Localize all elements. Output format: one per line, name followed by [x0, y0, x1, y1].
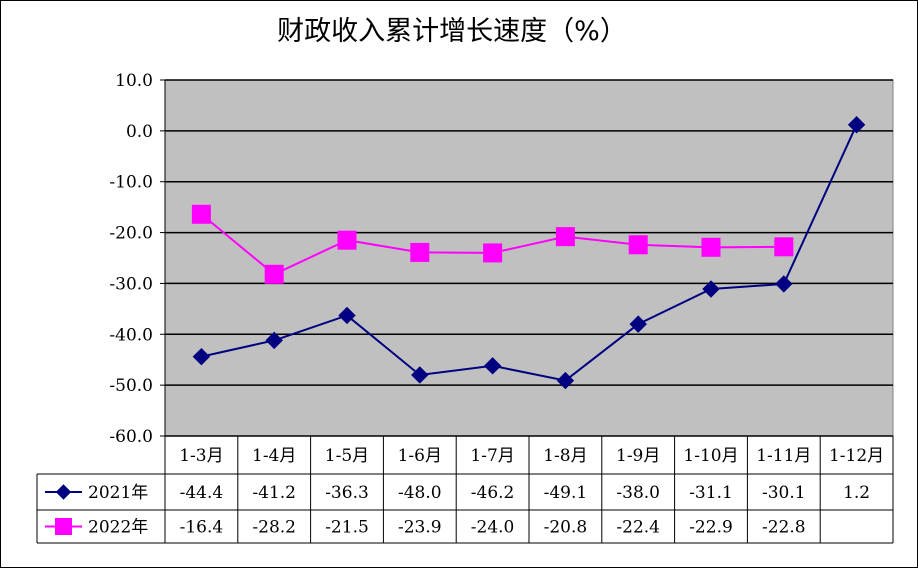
data-label: -21.5 — [325, 518, 369, 538]
x-tick-label: 1-7月 — [470, 446, 514, 466]
gridlines — [165, 79, 893, 437]
x-tick-label: 1-9月 — [616, 446, 660, 466]
y-axis: 10.0 0.0 -10.0 -20.0 -30.0 -40.0 -50.0 -60.0 — [109, 71, 166, 447]
legend-label: 2021年 — [88, 483, 148, 503]
data-table: 1-3月 1-4月 1-5月 1-6月 1-7月 1-8月 1-9月 1-10月 1-11月 1-… — [36, 436, 894, 544]
data-point — [337, 230, 357, 250]
legend-marker — [55, 484, 72, 500]
data-label: -16.4 — [180, 518, 224, 538]
series-markers — [191, 116, 866, 390]
y-tick-label: -30.0 — [109, 274, 153, 294]
data-point — [628, 235, 648, 255]
data-label: -36.3 — [325, 483, 369, 503]
x-tick-label: 1-5月 — [325, 446, 369, 466]
data-point — [483, 243, 503, 263]
data-label: -44.4 — [180, 483, 224, 503]
data-point — [847, 116, 866, 134]
data-label: -30.1 — [762, 483, 806, 503]
data-point — [483, 357, 502, 375]
data-label: -28.2 — [252, 518, 296, 538]
plot-area — [164, 79, 894, 437]
data-label: -41.2 — [252, 483, 296, 503]
data-label: -48.0 — [398, 483, 442, 503]
data-point — [264, 264, 284, 284]
data-point — [338, 306, 356, 325]
data-label: -46.2 — [471, 483, 515, 503]
x-tick-label: 1-10月 — [683, 446, 738, 466]
data-label: -23.9 — [398, 518, 442, 538]
data-label: -22.4 — [616, 518, 660, 538]
data-point — [774, 237, 794, 257]
data-point — [411, 366, 429, 384]
x-tick-label: 1-8月 — [543, 446, 587, 466]
data-point — [265, 331, 283, 350]
y-tick-label: -10.0 — [109, 173, 153, 193]
chart-title: 财政收入累计增长速度（%） — [277, 16, 627, 47]
data-label: -31.1 — [689, 483, 733, 503]
data-point — [556, 371, 575, 390]
data-point — [701, 237, 721, 257]
data-label: -49.1 — [544, 483, 588, 503]
x-tick-label: 1-11月 — [756, 446, 811, 466]
y-tick-label: -20.0 — [109, 224, 153, 244]
data-point — [192, 347, 211, 366]
data-label: -22.9 — [689, 518, 733, 538]
x-tick-label: 1-12月 — [829, 446, 884, 466]
x-tick-label: 1-6月 — [398, 446, 442, 466]
data-label: -20.8 — [544, 518, 588, 538]
y-tick-label: -60.0 — [109, 427, 153, 447]
data-label: -24.0 — [471, 518, 515, 538]
data-point — [702, 280, 720, 298]
y-tick-label: 0.0 — [126, 122, 153, 142]
data-point — [191, 204, 211, 224]
legend-marker — [55, 518, 72, 535]
series-line-0 — [201, 124, 858, 382]
x-tick-label: 1-4月 — [252, 446, 296, 466]
data-label: -38.0 — [616, 483, 660, 503]
data-point — [629, 315, 647, 333]
legend-label: 2022年 — [88, 518, 148, 538]
data-point — [775, 275, 793, 293]
data-point — [410, 242, 430, 262]
data-label: -22.8 — [762, 518, 806, 538]
x-tick-label: 1-3月 — [179, 446, 223, 466]
data-label: 1.2 — [843, 483, 870, 503]
data-point — [555, 227, 575, 247]
y-tick-label: -50.0 — [109, 376, 153, 396]
y-tick-label: 10.0 — [115, 71, 153, 91]
y-tick-label: -40.0 — [109, 325, 153, 345]
